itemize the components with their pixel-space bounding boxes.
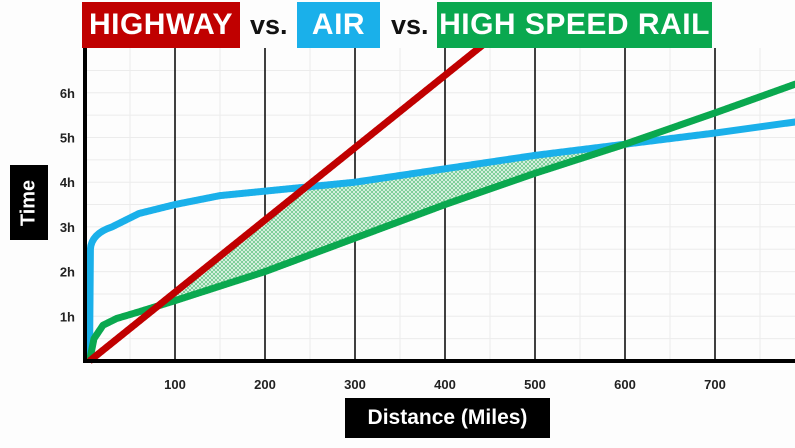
- x-tick-label: 300: [344, 377, 366, 392]
- y-tick-label: 3h: [60, 220, 75, 235]
- title-high-speed-rail: HIGH SPEED RAIL: [437, 2, 712, 48]
- rail-series-line: [86, 80, 795, 362]
- y-axis-label: Time: [10, 165, 48, 240]
- y-tick-label: 5h: [60, 131, 75, 146]
- highway-series-line: [87, 36, 493, 364]
- y-axis-label-text: Time: [17, 179, 40, 226]
- x-tick-label: 400: [434, 377, 456, 392]
- title-vs-1: vs.: [250, 10, 288, 40]
- air-series-line: [86, 118, 795, 362]
- y-tick-label: 1h: [60, 309, 75, 324]
- x-tick-label: 200: [254, 377, 276, 392]
- x-axis-label: Distance (Miles): [345, 398, 550, 438]
- x-tick-label: 500: [524, 377, 546, 392]
- x-tick-label: 600: [614, 377, 636, 392]
- title-highway: HIGHWAY: [82, 2, 240, 48]
- y-tick-label: 6h: [60, 86, 75, 101]
- y-tick-label: 4h: [60, 175, 75, 190]
- x-tick-label: 100: [164, 377, 186, 392]
- x-tick-label: 700: [704, 377, 726, 392]
- y-tick-label: 2h: [60, 265, 75, 280]
- title-air: AIR: [297, 2, 380, 48]
- title-vs-2: vs.: [391, 10, 429, 40]
